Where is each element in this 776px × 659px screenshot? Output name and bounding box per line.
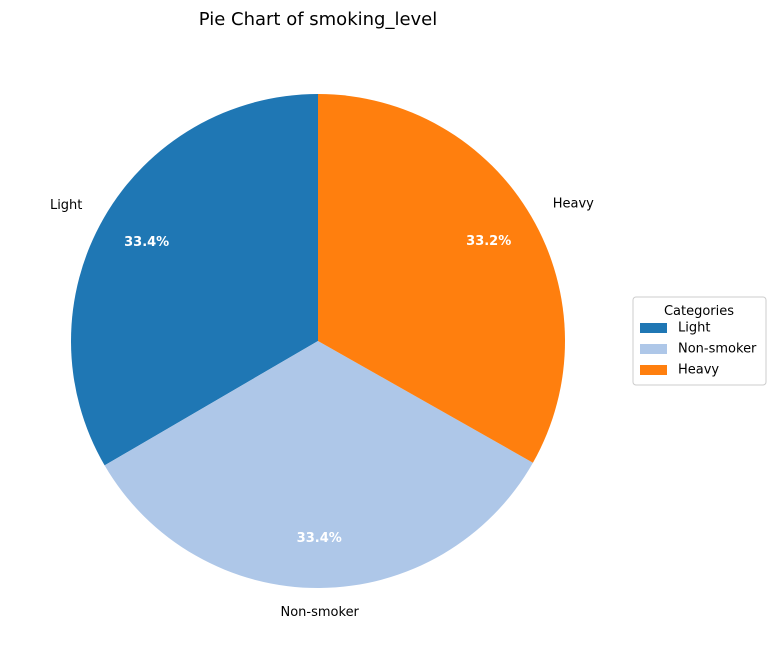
percentage-label: 33.4% (297, 531, 342, 546)
pie-slice-light (70, 94, 318, 466)
legend-swatch (640, 365, 667, 375)
percentage-labels: 33.4% 33.4% 33.2% (124, 234, 511, 546)
legend-title: Categories (664, 304, 734, 319)
percentage-label: 33.4% (124, 235, 169, 250)
chart-title: Pie Chart of smoking_level (199, 9, 438, 30)
slice-label: Heavy (553, 197, 594, 212)
slice-label: Light (50, 198, 82, 213)
slice-label: Non-smoker (281, 605, 360, 620)
percentage-label: 33.2% (466, 234, 511, 249)
pie-slices (70, 94, 565, 588)
pie-slice-non-smoker (104, 341, 533, 588)
legend-swatch (640, 344, 667, 354)
legend-label: Light (678, 321, 710, 336)
slice-labels: Light Non-smoker Heavy (50, 197, 594, 621)
legend-swatch (640, 323, 667, 333)
pie-slice-heavy (318, 94, 565, 463)
legend-label: Non-smoker (678, 342, 757, 357)
legend: Categories Light Non-smoker Heavy (632, 296, 767, 386)
legend-entries: Light Non-smoker Heavy (640, 321, 757, 378)
legend-label: Heavy (678, 363, 719, 378)
legend-frame (632, 296, 767, 386)
